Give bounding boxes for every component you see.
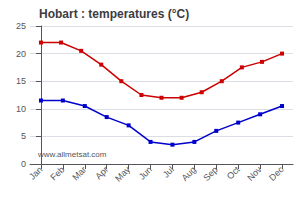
svg-text:Apr: Apr: [93, 164, 110, 181]
svg-text:Dec: Dec: [267, 164, 286, 183]
svg-text:Feb: Feb: [48, 164, 66, 182]
svg-text:0: 0: [21, 159, 26, 169]
svg-text:5: 5: [21, 131, 26, 141]
svg-text:15: 15: [16, 76, 26, 86]
svg-text:www.allmetsat.com: www.allmetsat.com: [37, 150, 107, 159]
svg-text:25: 25: [16, 21, 26, 31]
svg-text:Nov: Nov: [245, 164, 264, 183]
svg-text:Mar: Mar: [70, 164, 88, 182]
svg-text:Jan: Jan: [27, 164, 44, 181]
svg-text:Aug: Aug: [180, 164, 198, 182]
svg-text:May: May: [113, 164, 132, 183]
svg-text:Sep: Sep: [201, 164, 219, 182]
svg-text:Jul: Jul: [161, 164, 176, 179]
svg-text:Hobart : temperatures (°C): Hobart : temperatures (°C): [39, 7, 189, 21]
svg-text:20: 20: [16, 49, 26, 59]
svg-text:Oct: Oct: [225, 164, 242, 181]
svg-text:10: 10: [16, 104, 26, 114]
svg-text:Jun: Jun: [137, 164, 154, 181]
